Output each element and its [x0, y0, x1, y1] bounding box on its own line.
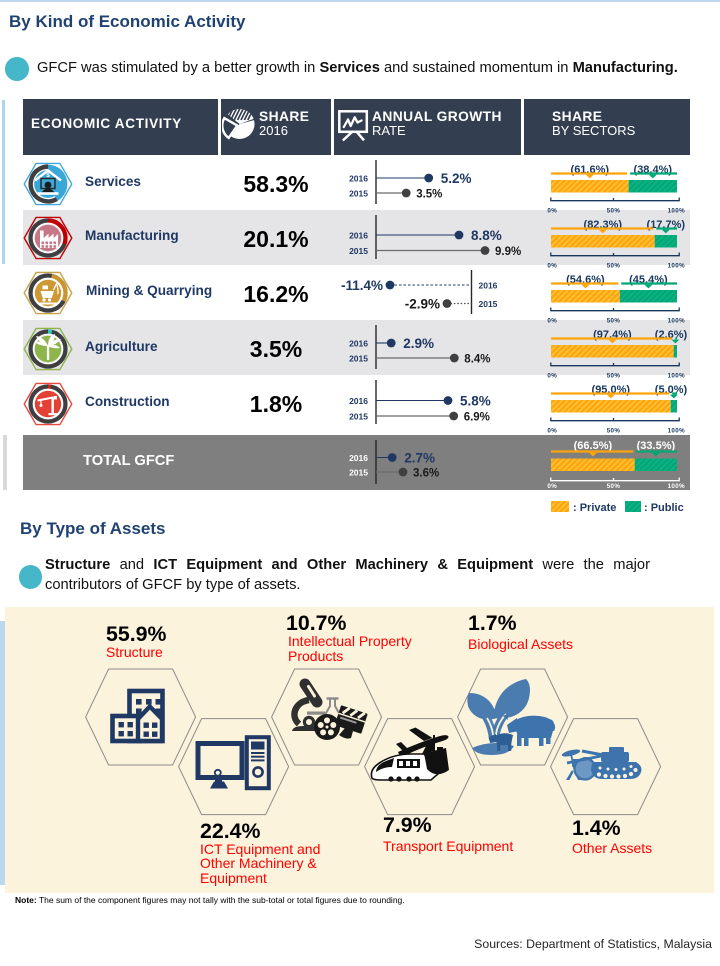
- svg-text:2015: 2015: [349, 354, 368, 364]
- svg-text:8.4%: 8.4%: [464, 354, 490, 366]
- svg-text:3.5%: 3.5%: [416, 189, 442, 201]
- svg-text:0%: 0%: [547, 373, 557, 379]
- svg-text:100%: 100%: [668, 317, 686, 323]
- svg-text:50%: 50%: [607, 262, 621, 268]
- svg-text:5.8%: 5.8%: [460, 394, 491, 409]
- svg-text:0%: 0%: [547, 428, 557, 434]
- svg-text:0%: 0%: [547, 208, 557, 214]
- svg-text:9.9%: 9.9%: [495, 246, 521, 258]
- svg-text:2015: 2015: [349, 467, 368, 477]
- svg-text:2015: 2015: [349, 189, 368, 199]
- svg-text:$: $: [46, 173, 50, 179]
- svg-text:100%: 100%: [668, 208, 686, 214]
- svg-text:50%: 50%: [607, 317, 621, 323]
- svg-text:2016: 2016: [479, 280, 498, 290]
- svg-text:0%: 0%: [547, 317, 557, 323]
- svg-text:2016: 2016: [349, 174, 368, 184]
- svg-text:2.9%: 2.9%: [403, 336, 434, 351]
- svg-text:(33.5%): (33.5%): [637, 439, 676, 451]
- svg-text:-2.9%: -2.9%: [405, 296, 440, 311]
- svg-text:2015: 2015: [479, 299, 498, 309]
- svg-text:2016: 2016: [349, 339, 368, 349]
- svg-text:8.8%: 8.8%: [471, 228, 502, 243]
- svg-text:100%: 100%: [668, 428, 686, 434]
- svg-text:50%: 50%: [607, 428, 621, 434]
- svg-text:0%: 0%: [547, 482, 557, 489]
- svg-text:: Public: : Public: [644, 502, 684, 514]
- svg-text:2016: 2016: [349, 230, 368, 240]
- svg-text:(66.5%): (66.5%): [574, 439, 613, 451]
- svg-text:2016: 2016: [349, 453, 368, 463]
- svg-text:2016: 2016: [349, 396, 368, 406]
- svg-text:50%: 50%: [607, 373, 621, 379]
- svg-text:2.7%: 2.7%: [404, 450, 435, 465]
- svg-text:100%: 100%: [668, 262, 686, 268]
- svg-text:: Private: : Private: [573, 502, 616, 514]
- svg-text:100%: 100%: [668, 482, 686, 489]
- svg-text:0%: 0%: [547, 262, 557, 268]
- svg-text:50%: 50%: [607, 482, 621, 489]
- svg-text:50%: 50%: [607, 208, 621, 214]
- svg-text:6.9%: 6.9%: [464, 412, 490, 424]
- svg-text:2015: 2015: [349, 412, 368, 422]
- svg-text:2015: 2015: [349, 246, 368, 256]
- svg-text:100%: 100%: [668, 373, 686, 379]
- svg-text:-11.4%: -11.4%: [341, 278, 383, 293]
- svg-text:5.2%: 5.2%: [441, 171, 472, 186]
- svg-text:3.6%: 3.6%: [413, 467, 439, 479]
